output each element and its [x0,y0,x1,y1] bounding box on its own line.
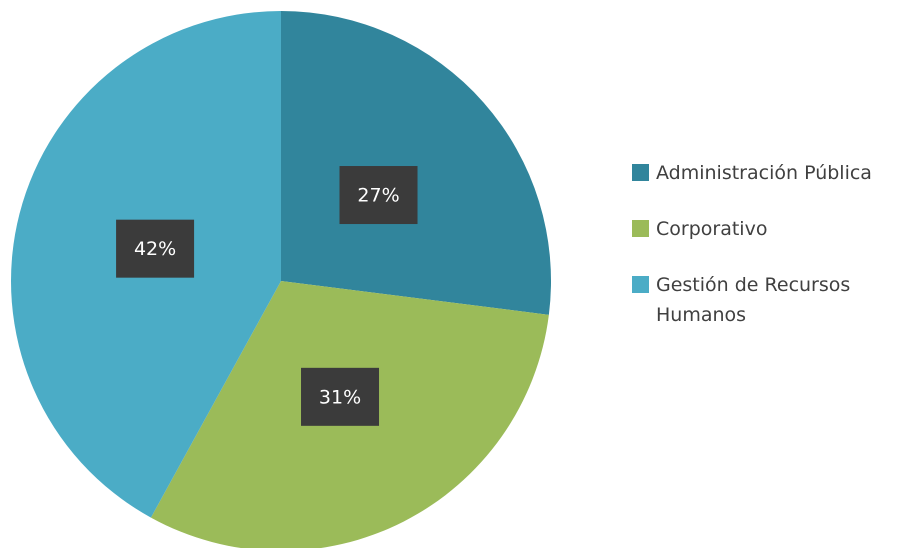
chart: 27% 31% 42% [11,11,551,548]
data-label-box [339,166,418,225]
legend-swatch [632,164,649,181]
data-label-box [116,219,195,278]
legend-item: Gestión de Recursos Humanos [632,270,907,330]
legend-label: Administración Pública [656,162,872,184]
legend-label: Corporativo [656,218,768,240]
legend: Administración Pública Corporativo Gestión… [632,158,907,356]
data-label: 31% [319,386,361,408]
legend-label: Gestión de Recursos Humanos [656,274,851,326]
data-label: 42% [134,238,176,260]
legend-item: Corporativo [632,214,907,244]
legend-swatch [632,220,649,237]
data-label: 27% [357,185,399,207]
legend-item: Administración Pública [632,158,907,188]
legend-swatch [632,276,649,293]
data-label-box [301,367,380,426]
pie-slice [281,11,551,315]
